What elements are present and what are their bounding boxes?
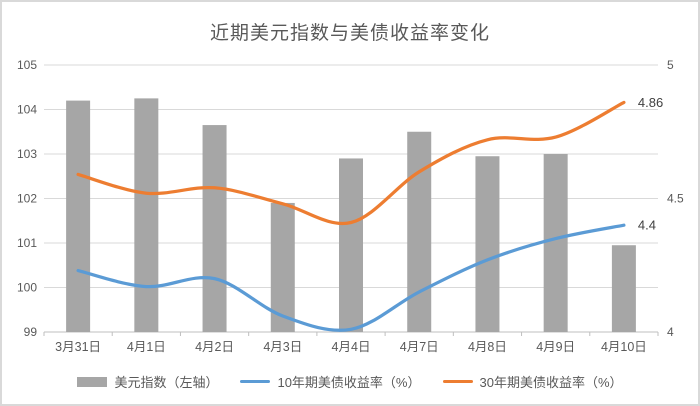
- legend-label-30y-yield: 30年期美债收益率（%）: [479, 375, 623, 390]
- chart-title: 近期美元指数与美债收益率变化: [209, 23, 490, 44]
- line-end-data-label: 4.86: [638, 95, 663, 110]
- line-10y-yield: [76, 223, 626, 332]
- right-axis-tick-label: 4: [667, 325, 674, 339]
- x-axis-category-label: 4月1日: [127, 340, 166, 354]
- right-axis-tick-label: 4.5: [667, 192, 684, 206]
- x-axis-category-label: 4月8日: [468, 340, 507, 354]
- legend-item-dollar-index: 美元指数（左轴）: [77, 372, 218, 391]
- legend-label-10y-yield: 10年期美债收益率（%）: [277, 375, 421, 390]
- left-axis-tick-label: 102: [17, 192, 37, 206]
- chart-legend: 美元指数（左轴） 10年期美债收益率（%） 30年期美债收益率（%）: [2, 372, 698, 391]
- x-axis-category-label: 4月3日: [263, 340, 302, 354]
- line-end-data-label: 4.4: [638, 218, 656, 233]
- dollar-index-bar: [202, 125, 227, 332]
- x-axis-category-label: 3月31日: [55, 340, 101, 354]
- x-axis-category-label: 4月10日: [601, 340, 647, 354]
- x-axis-category-label: 4月9日: [536, 340, 575, 354]
- legend-label-dollar-index: 美元指数（左轴）: [114, 375, 219, 390]
- left-axis-tick-label: 99: [24, 325, 38, 339]
- left-axis-tick-label: 105: [17, 58, 37, 72]
- dollar-index-bar: [134, 98, 159, 332]
- left-axis-tick-label: 103: [17, 147, 37, 161]
- left-axis-tick-label: 100: [17, 281, 37, 295]
- legend-item-10y-yield: 10年期美债收益率（%）: [240, 372, 421, 391]
- left-axis-tick-label: 101: [17, 236, 37, 250]
- left-axis-tick-label: 104: [17, 103, 37, 117]
- bar-series-swatch: [77, 376, 108, 387]
- x-axis-category-label: 4月4日: [332, 340, 371, 354]
- x-axis-category-label: 4月7日: [400, 340, 439, 354]
- legend-item-30y-yield: 30年期美债收益率（%）: [442, 372, 623, 391]
- line-series-swatch-30y: [442, 379, 473, 384]
- line-series-swatch-10y: [240, 379, 271, 384]
- right-axis-tick-label: 5: [667, 58, 674, 72]
- dollar-index-bar: [66, 100, 91, 332]
- line-30y-yield: [76, 100, 626, 226]
- dollar-index-bar: [611, 245, 636, 332]
- dollar-index-bar: [543, 154, 568, 332]
- dollar-index-bar: [475, 156, 500, 332]
- dollar-index-bar: [339, 158, 363, 332]
- dollar-index-bar: [407, 131, 432, 332]
- x-axis-category-label: 4月2日: [195, 340, 234, 354]
